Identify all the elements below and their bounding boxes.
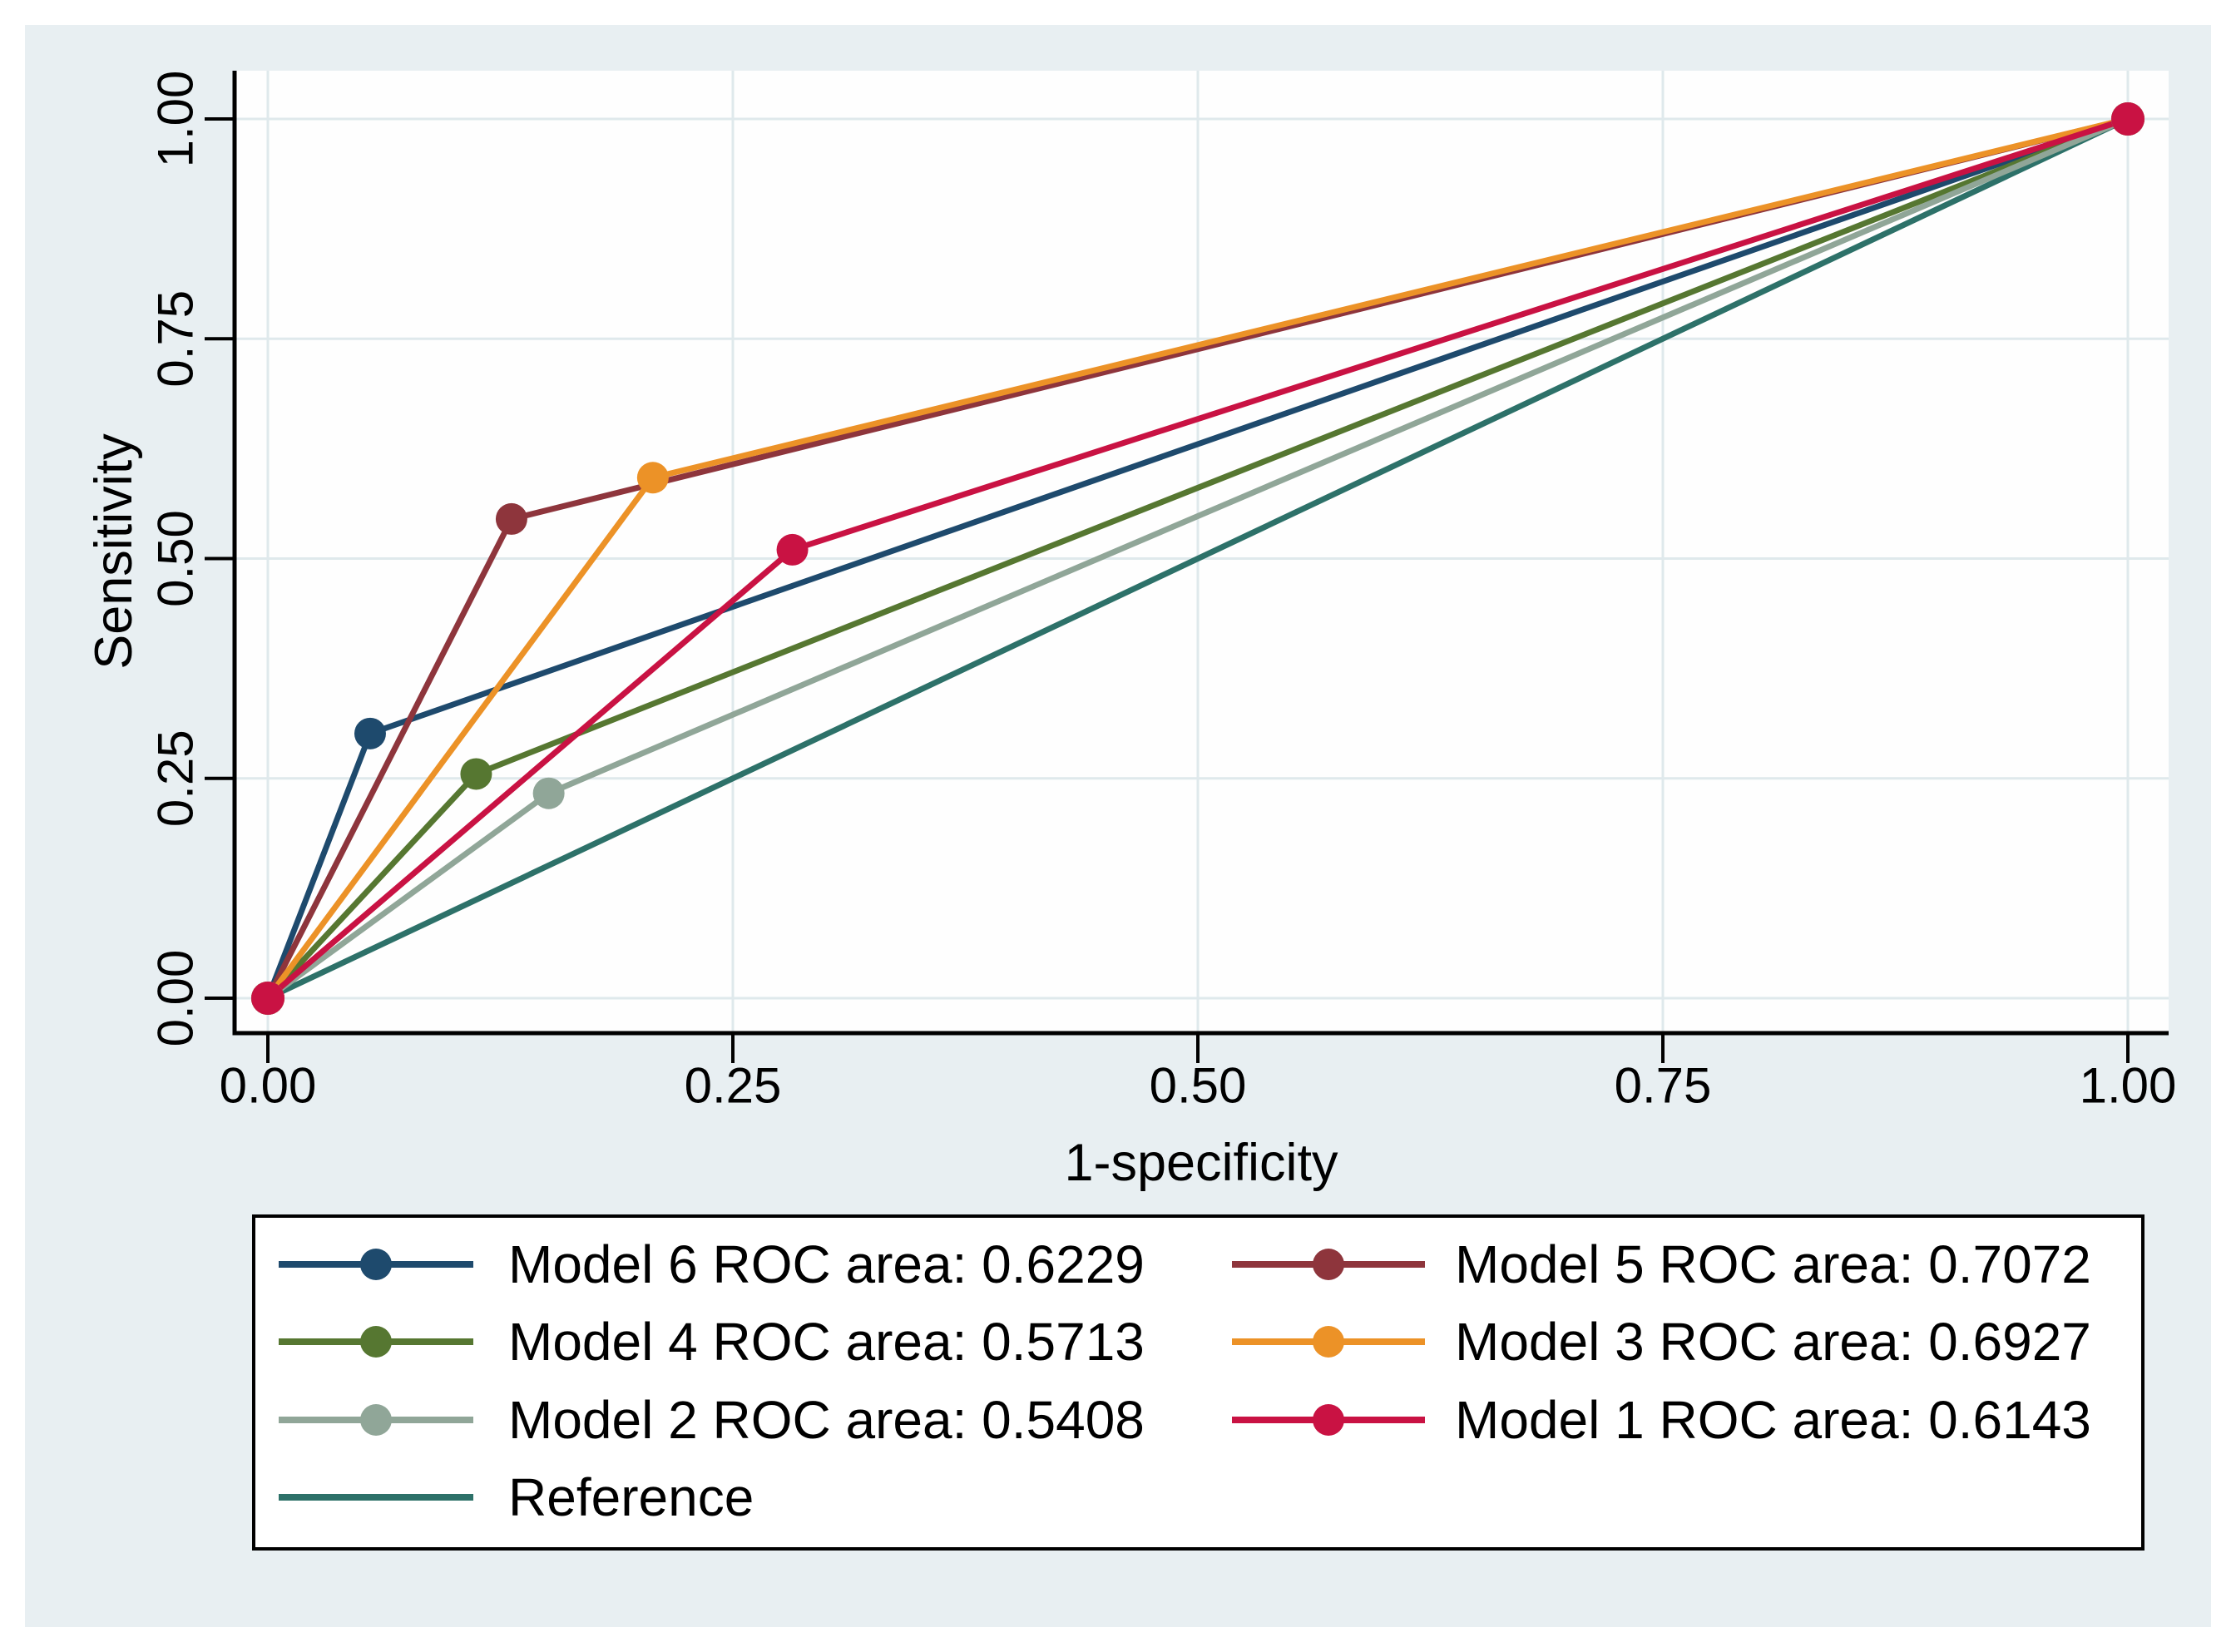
legend-label-model-5: Model 5 ROC area: 0.7072 — [1455, 1234, 2091, 1294]
x-tick-label: 0.50 — [1150, 1058, 1247, 1114]
roc-line-reference — [265, 116, 2131, 1002]
legend-label-reference: Reference — [508, 1467, 754, 1527]
legend-entry-model-6: Model 6 ROC area: 0.6229 — [279, 1234, 1145, 1294]
cutpoint-marker-model-1 — [776, 533, 809, 566]
legend-marker-model-1 — [1313, 1404, 1344, 1436]
cutpoint-marker-model-4 — [460, 758, 492, 790]
x-tick-label: 1.00 — [2080, 1058, 2177, 1114]
y-tick-label: 0.00 — [148, 950, 204, 1047]
cutpoint-marker-model-5 — [495, 502, 527, 535]
legend-entry-model-5: Model 5 ROC area: 0.7072 — [1232, 1234, 2091, 1294]
tick-marks — [205, 117, 2130, 1063]
y-tick-label: 0.50 — [148, 510, 204, 607]
cutpoint-marker-model-3 — [636, 462, 669, 494]
legend-marker-model-3 — [1313, 1326, 1344, 1358]
legend-entry-model-4: Model 4 ROC area: 0.5713 — [279, 1312, 1145, 1372]
legend: Model 6 ROC area: 0.6229 Model 4 ROC area… — [252, 1214, 2144, 1551]
legend-marker-model-4 — [360, 1326, 392, 1358]
legend-marker-model-5 — [1313, 1249, 1344, 1280]
x-tick-label: 0.25 — [685, 1058, 782, 1114]
legend-entry-reference: Reference — [279, 1467, 754, 1527]
legend-label-model-4: Model 4 ROC area: 0.5713 — [508, 1312, 1145, 1372]
legend-label-model-3: Model 3 ROC area: 0.6927 — [1455, 1312, 2091, 1372]
legend-entry-model-2: Model 2 ROC area: 0.5408 — [279, 1390, 1145, 1450]
tick-labels: 0.00 0.25 0.50 0.75 1.00 0.00 0.25 0.50 0.75 1.00 — [148, 71, 2177, 1114]
cutpoint-marker-model-6 — [354, 717, 386, 749]
y-tick-label: 0.25 — [148, 730, 204, 827]
x-tick-label: 0.75 — [1615, 1058, 1712, 1114]
endpoint-marker-model-1 — [251, 982, 284, 1015]
cutpoint-marker-model-2 — [532, 777, 565, 809]
x-tick-label: 0.00 — [220, 1058, 317, 1114]
legend-marker-model-2 — [360, 1404, 392, 1436]
legend-label-model-1: Model 1 ROC area: 0.6143 — [1455, 1390, 2091, 1450]
legend-label-model-6: Model 6 ROC area: 0.6229 — [508, 1234, 1145, 1294]
legend-label-model-2: Model 2 ROC area: 0.5408 — [508, 1390, 1145, 1450]
endpoint-marker-model-1 — [2111, 102, 2144, 136]
y-axis-title: Sensitivity — [85, 433, 143, 670]
roc-markers — [251, 102, 2144, 1015]
legend-entry-model-3: Model 3 ROC area: 0.6927 — [1232, 1312, 2091, 1372]
legend-entry-model-1: Model 1 ROC area: 0.6143 — [1232, 1390, 2091, 1450]
legend-marker-model-6 — [360, 1249, 392, 1280]
y-tick-label: 0.75 — [148, 290, 204, 388]
legend-box — [252, 1214, 2144, 1551]
axes — [232, 71, 2169, 1036]
y-tick-label: 1.00 — [148, 71, 204, 168]
x-axis-title: 1-specificity — [1064, 1134, 1338, 1192]
